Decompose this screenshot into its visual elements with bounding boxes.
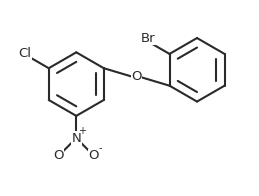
Text: Br: Br: [141, 32, 155, 44]
Text: O: O: [54, 149, 64, 162]
Text: -: -: [98, 143, 102, 153]
Text: O: O: [89, 149, 99, 162]
Text: O: O: [131, 70, 142, 83]
Text: +: +: [78, 126, 86, 136]
Text: Cl: Cl: [18, 47, 31, 60]
Text: N: N: [71, 132, 81, 145]
